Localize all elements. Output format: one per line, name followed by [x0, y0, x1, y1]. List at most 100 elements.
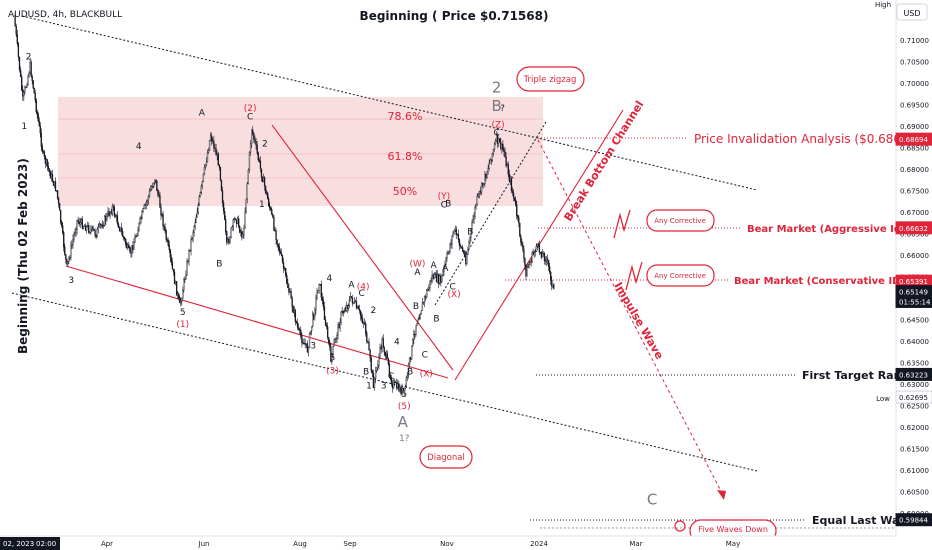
price-tick-17: 0.62500: [900, 403, 929, 411]
candle-body: [397, 383, 399, 389]
candle-body: [381, 338, 383, 350]
wave-label-15: (3): [326, 366, 339, 376]
candle-body: [100, 224, 103, 226]
impulse-projection-line: [537, 139, 725, 498]
candle-body: [133, 242, 135, 250]
candle-body: [70, 245, 72, 258]
candle-body: [399, 387, 401, 392]
candle-body: [105, 215, 107, 221]
price-tick-8: 0.67000: [900, 209, 929, 217]
candle-body: [287, 283, 289, 289]
candle-body: [103, 225, 105, 227]
candle-body: [331, 353, 333, 363]
candle-body: [543, 253, 546, 261]
candle-body: [396, 382, 398, 389]
candle-body: [138, 222, 140, 231]
time-axis[interactable]: Apr Jun Aug Sep Nov 2024 Mar May 02, 2023 02:00: [0, 535, 896, 550]
candle-body: [312, 314, 314, 327]
candle-body: [347, 305, 349, 309]
candle-body: [135, 236, 137, 238]
candle-body: [78, 221, 80, 225]
candle-body: [542, 253, 545, 255]
wave-label-40: A: [442, 264, 449, 274]
candle-body: [218, 165, 221, 168]
candle-body: [207, 150, 210, 153]
candle-body: [275, 230, 277, 241]
currency-button[interactable]: [896, 3, 928, 21]
candle-body: [304, 343, 306, 346]
price-tick-3: 0.69500: [900, 102, 929, 110]
equal-last-wave-callout: Equal Last Wave: [812, 514, 914, 527]
candle-body: [270, 207, 272, 210]
candle-body: [549, 266, 551, 273]
candle-body: [18, 56, 21, 71]
candle-body: [506, 164, 508, 167]
any-corrective-box-1: [646, 209, 715, 232]
candle-body: [467, 248, 469, 255]
candle-body: [113, 206, 116, 216]
candle-body: [431, 275, 433, 282]
candle-body: [276, 239, 278, 245]
candle-body: [205, 161, 208, 165]
candle-body: [507, 164, 509, 175]
candle-body: [112, 206, 114, 208]
candle-body: [26, 84, 28, 88]
crosshair-time: 02:00: [36, 540, 56, 548]
candle-body: [243, 227, 245, 235]
candle-body: [311, 326, 313, 332]
candle-body: [348, 300, 351, 306]
candle-body: [546, 258, 549, 261]
wave-label-35: A: [430, 261, 437, 271]
symbol-title[interactable]: AUDUSD, 4h, BLACKBULL: [8, 10, 122, 20]
candle-body: [161, 214, 163, 216]
candle-body: [60, 210, 62, 223]
wave-label-6: A: [199, 108, 206, 118]
candle-body: [515, 200, 517, 205]
candle-body: [95, 234, 97, 238]
wave-label-8: (2): [244, 104, 257, 114]
price-tag-0: [895, 132, 932, 146]
candle-body: [463, 251, 465, 253]
candle-body: [383, 347, 385, 353]
price-axis[interactable]: 0.71000 0.70500 0.70000 0.69500 0.69000 0.685…: [875, 0, 932, 550]
candle-body: [372, 372, 375, 389]
candle-body: [146, 200, 149, 203]
first-target-callout: First Target Range: [802, 369, 917, 382]
candle-body: [87, 225, 89, 227]
candle-body: [99, 223, 102, 226]
candle-body: [479, 191, 482, 193]
candle-body: [341, 311, 343, 313]
candle-body: [139, 217, 141, 224]
candle-body: [422, 302, 425, 304]
candle-body: [502, 143, 504, 150]
fib-retracement-zone: [58, 97, 543, 206]
candle-body: [77, 219, 79, 223]
candle-body: [98, 223, 101, 227]
any-corrective-label-1: Any Corrective: [654, 217, 706, 225]
candle-body: [406, 374, 409, 379]
candle-body: [460, 246, 463, 248]
candle-body: [53, 181, 56, 186]
candle-body: [427, 288, 429, 291]
diagonal-label: Diagonal: [427, 453, 465, 463]
candle-body: [111, 206, 113, 214]
candle-body: [395, 381, 397, 384]
price-tick-0: 0.71000: [900, 37, 929, 45]
wave-label-39: B: [445, 199, 451, 209]
candle-body: [288, 287, 290, 293]
time-tick-1: Jun: [198, 540, 210, 548]
candle-body: [209, 135, 212, 141]
candle-body: [187, 260, 189, 262]
candle-body: [368, 342, 370, 351]
candle-body: [74, 232, 76, 235]
triple-zigzag-box: [516, 66, 585, 92]
target-circle-marker: [674, 520, 686, 532]
candle-body: [538, 244, 540, 253]
upper-channel-line: [21, 15, 758, 191]
candle-body: [343, 311, 345, 314]
candle-body: [446, 253, 448, 259]
candle-body: [225, 219, 227, 232]
